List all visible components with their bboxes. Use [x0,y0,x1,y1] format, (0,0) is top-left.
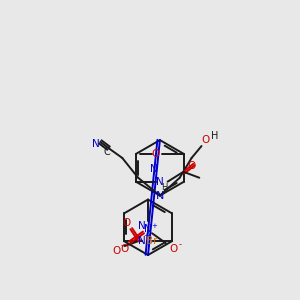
Text: N: N [150,164,158,174]
Text: N: N [138,221,146,231]
Text: N: N [156,190,164,201]
Text: O: O [201,135,210,145]
Text: N: N [156,177,164,187]
Text: O: O [122,218,130,228]
Text: O: O [120,244,128,254]
Text: H: H [161,183,168,192]
Text: N: N [144,224,152,234]
Text: C: C [103,147,110,157]
Text: Br: Br [146,236,158,246]
Text: +: + [143,233,149,239]
Text: N: N [138,236,146,246]
Text: O: O [112,246,121,256]
Text: +: + [151,223,157,229]
Text: -: - [178,241,181,250]
Text: O: O [187,161,196,171]
Text: N: N [92,139,99,149]
Text: -: - [121,240,124,250]
Text: O: O [170,244,178,254]
Text: H: H [211,131,218,141]
Text: O: O [151,149,159,159]
